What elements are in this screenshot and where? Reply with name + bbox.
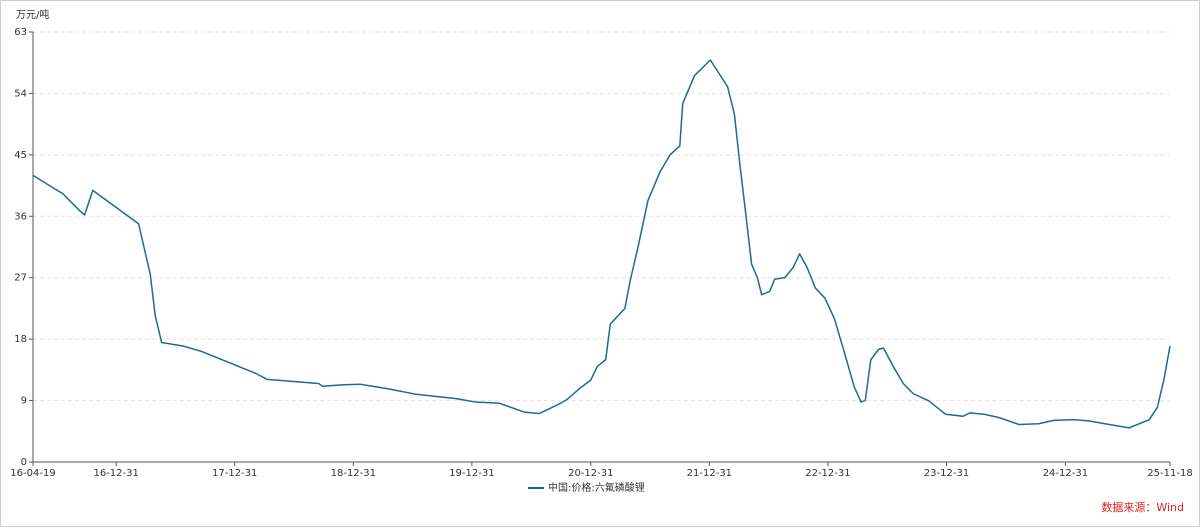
x-tick-label: 17-12-31 <box>212 468 257 479</box>
x-tick-label: 22-12-31 <box>805 468 850 479</box>
x-tick-label: 24-12-31 <box>1043 468 1088 479</box>
legend-label: 中国:价格:六氟磷酸锂 <box>548 481 645 494</box>
y-tick-label: 45 <box>14 150 27 161</box>
x-tick-label: 20-12-31 <box>568 468 613 479</box>
y-tick-label: 54 <box>14 88 27 99</box>
y-tick-label: 36 <box>14 211 27 222</box>
x-tick-label: 21-12-31 <box>687 468 732 479</box>
x-tick-label: 23-12-31 <box>924 468 969 479</box>
y-tick-label: 27 <box>14 273 27 284</box>
y-axis-unit: 万元/吨 <box>16 8 49 21</box>
x-tick-label: 18-12-31 <box>331 468 376 479</box>
y-tick-label: 9 <box>21 396 27 407</box>
x-tick-label: 19-12-31 <box>449 468 494 479</box>
source-note: 数据来源：Wind <box>1101 500 1184 514</box>
y-tick-label: 63 <box>14 27 27 38</box>
x-tick-label: 16-12-31 <box>93 468 138 479</box>
y-tick-label: 0 <box>21 457 27 468</box>
x-tick-label: 25-11-18 <box>1147 468 1192 479</box>
x-tick-label: 16-04-19 <box>10 468 55 479</box>
y-tick-label: 18 <box>14 334 27 345</box>
data-line <box>32 59 1171 429</box>
